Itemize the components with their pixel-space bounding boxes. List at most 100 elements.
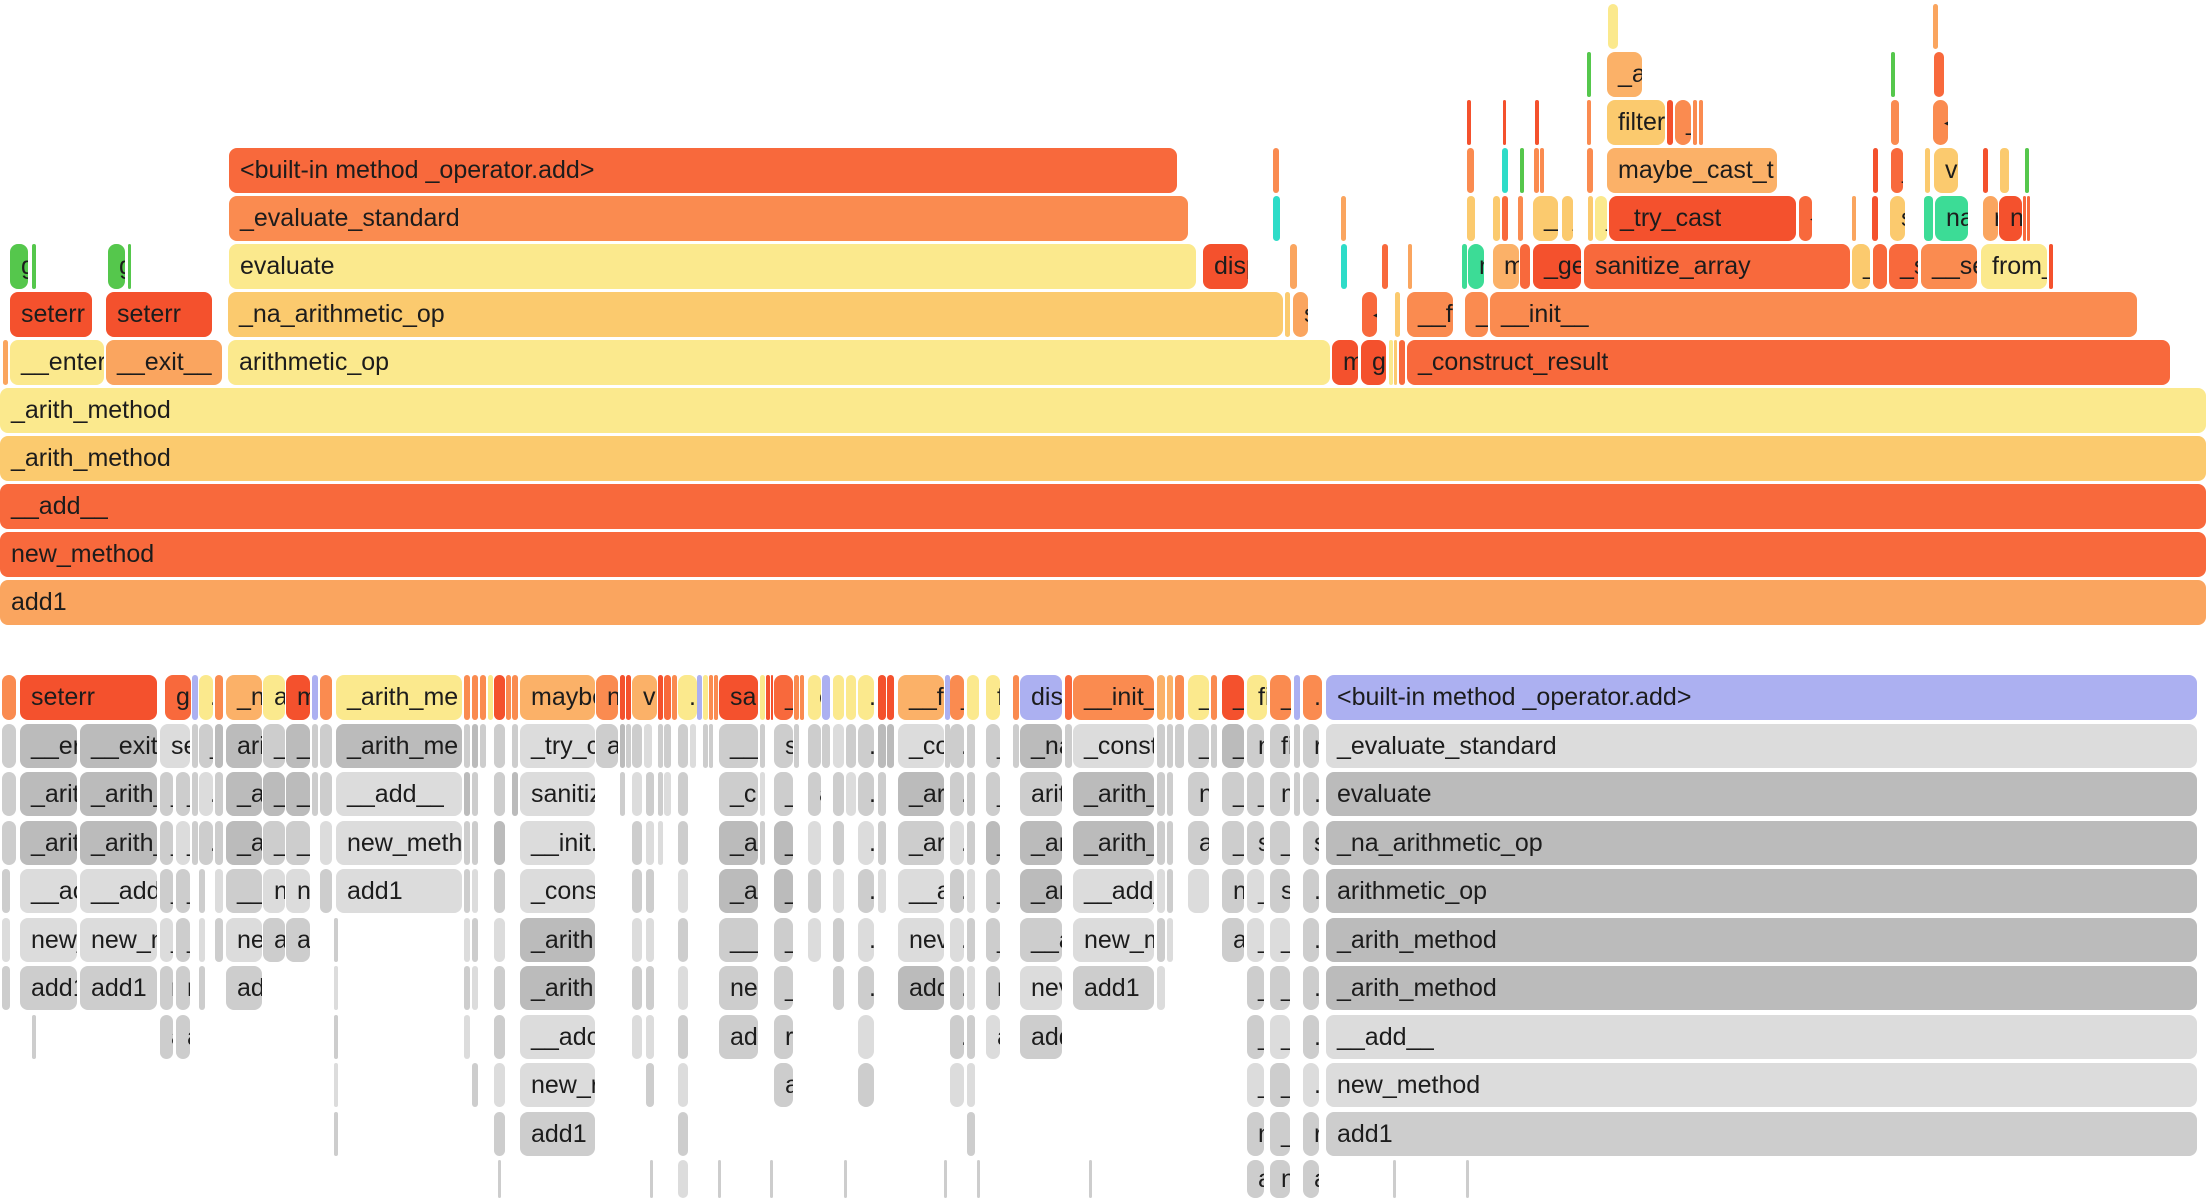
flame-frame[interactable] — [672, 675, 677, 720]
flame-frame[interactable]: _ — [286, 821, 310, 865]
flame-frame[interactable]: _ar — [1020, 869, 1062, 913]
flame-frame[interactable]: __a — [1020, 918, 1062, 962]
flame-frame[interactable]: add1 — [80, 966, 157, 1010]
flame-frame[interactable]: _ — [1247, 869, 1264, 913]
flame-frame[interactable] — [1013, 675, 1019, 720]
flame-frame[interactable] — [215, 772, 223, 816]
flame-frame[interactable] — [644, 724, 652, 768]
flame-frame[interactable] — [822, 724, 830, 768]
flame-frame[interactable] — [646, 1063, 654, 1107]
flame-frame[interactable] — [1089, 1160, 1092, 1198]
flame-frame[interactable]: _evaluate_standard — [229, 196, 1188, 241]
flame-frame[interactable] — [494, 966, 505, 1010]
flame-frame[interactable] — [664, 772, 671, 816]
flame-frame[interactable]: ne — [226, 918, 262, 962]
flame-frame[interactable] — [1520, 244, 1530, 289]
flame-frame[interactable] — [878, 772, 886, 816]
flame-frame[interactable]: __add — [80, 869, 157, 913]
flame-frame[interactable] — [945, 675, 950, 720]
flame-frame[interactable] — [878, 821, 886, 865]
flame-frame[interactable] — [632, 724, 642, 768]
flame-frame[interactable]: r — [176, 966, 190, 1010]
flame-frame[interactable]: se — [160, 724, 190, 768]
flame-frame[interactable]: s — [1247, 821, 1264, 865]
flame-frame[interactable] — [1983, 148, 1988, 193]
flame-frame[interactable] — [1924, 196, 1933, 241]
flame-frame[interactable]: . — [950, 869, 964, 913]
flame-frame[interactable] — [464, 675, 470, 720]
flame-frame[interactable]: . — [678, 821, 688, 865]
flame-frame[interactable]: _a — [719, 821, 758, 865]
flame-frame[interactable]: _na_arithmetic_op — [1326, 821, 2197, 865]
flame-frame[interactable] — [334, 1063, 338, 1107]
flame-frame[interactable]: __init. — [520, 821, 595, 865]
flame-frame[interactable] — [464, 966, 470, 1010]
flame-frame[interactable]: _ — [774, 966, 793, 1010]
flame-frame[interactable]: _a — [1222, 724, 1244, 768]
flame-frame[interactable]: sanitize_array — [1584, 244, 1850, 289]
flame-frame[interactable] — [1891, 52, 1895, 97]
flame-frame[interactable] — [1934, 52, 1944, 97]
flame-frame[interactable]: fi — [1270, 724, 1290, 768]
flame-frame[interactable]: . — [833, 675, 844, 720]
flame-frame[interactable]: _ — [160, 821, 173, 865]
flame-frame[interactable] — [494, 772, 505, 816]
flame-frame[interactable]: . — [678, 724, 688, 768]
flame-frame[interactable]: . — [950, 724, 964, 768]
flame-frame[interactable] — [967, 966, 975, 1010]
flame-frame[interactable]: ◂ — [1362, 292, 1377, 337]
flame-frame[interactable]: __add__ — [0, 484, 2206, 529]
flame-frame[interactable] — [678, 966, 688, 1010]
flame-frame[interactable]: new_meth — [336, 821, 462, 865]
flame-frame[interactable] — [1294, 772, 1300, 816]
flame-frame[interactable] — [887, 724, 894, 768]
flame-frame[interactable]: m — [1493, 244, 1519, 289]
flame-frame[interactable] — [766, 675, 770, 720]
flame-frame[interactable] — [1157, 772, 1165, 816]
flame-frame[interactable]: va — [1934, 148, 1958, 193]
flame-frame[interactable]: . — [1303, 772, 1319, 816]
flame-frame[interactable] — [709, 724, 713, 768]
flame-frame[interactable]: a — [646, 772, 654, 816]
flame-frame[interactable] — [464, 918, 470, 962]
flame-frame[interactable] — [945, 724, 950, 768]
flame-frame[interactable] — [472, 869, 478, 913]
flame-frame[interactable]: add1 — [0, 580, 2206, 625]
flame-frame[interactable]: _ar — [898, 821, 944, 865]
flame-frame[interactable] — [464, 724, 470, 768]
flame-frame[interactable]: _a — [719, 869, 758, 913]
flame-frame[interactable] — [494, 1063, 505, 1107]
flame-frame[interactable] — [658, 821, 663, 865]
flame-frame[interactable]: . — [1303, 1015, 1319, 1059]
flame-frame[interactable] — [1872, 196, 1878, 241]
flame-frame[interactable]: seterr — [20, 675, 157, 720]
flame-frame[interactable] — [760, 821, 765, 865]
flame-frame[interactable] — [1933, 4, 1938, 49]
flame-frame[interactable] — [334, 1112, 338, 1156]
flame-frame[interactable]: new_n — [80, 918, 157, 962]
flame-frame[interactable]: _ — [1188, 675, 1209, 720]
flame-frame[interactable]: add — [1020, 1015, 1062, 1059]
flame-frame[interactable]: a — [596, 724, 618, 768]
flame-frame[interactable]: __a — [898, 869, 944, 913]
flame-frame[interactable] — [967, 1015, 975, 1059]
flame-frame[interactable]: _arith_ — [80, 821, 157, 865]
flame-frame[interactable]: _s — [1889, 244, 1918, 289]
flame-frame[interactable] — [1341, 196, 1346, 241]
flame-frame[interactable]: n — [1247, 1112, 1264, 1156]
flame-frame[interactable] — [3, 340, 8, 385]
flame-frame[interactable]: _ — [986, 918, 1000, 962]
flame-frame[interactable]: _ — [160, 869, 173, 913]
flame-frame[interactable]: n — [1468, 244, 1484, 289]
flame-frame[interactable]: ◂ — [833, 772, 844, 816]
flame-frame[interactable]: _ — [1891, 148, 1903, 193]
flame-frame[interactable]: _ — [774, 821, 793, 865]
flame-frame[interactable]: f — [986, 675, 1000, 720]
flame-frame[interactable]: _ — [1247, 966, 1264, 1010]
flame-frame[interactable] — [488, 675, 493, 720]
flame-frame[interactable] — [858, 1015, 874, 1059]
flame-frame[interactable]: new_method — [1326, 1063, 2197, 1107]
flame-frame[interactable]: add1 — [1073, 966, 1154, 1010]
flame-frame[interactable]: _ — [160, 918, 173, 962]
flame-frame[interactable]: _arith — [520, 918, 595, 962]
